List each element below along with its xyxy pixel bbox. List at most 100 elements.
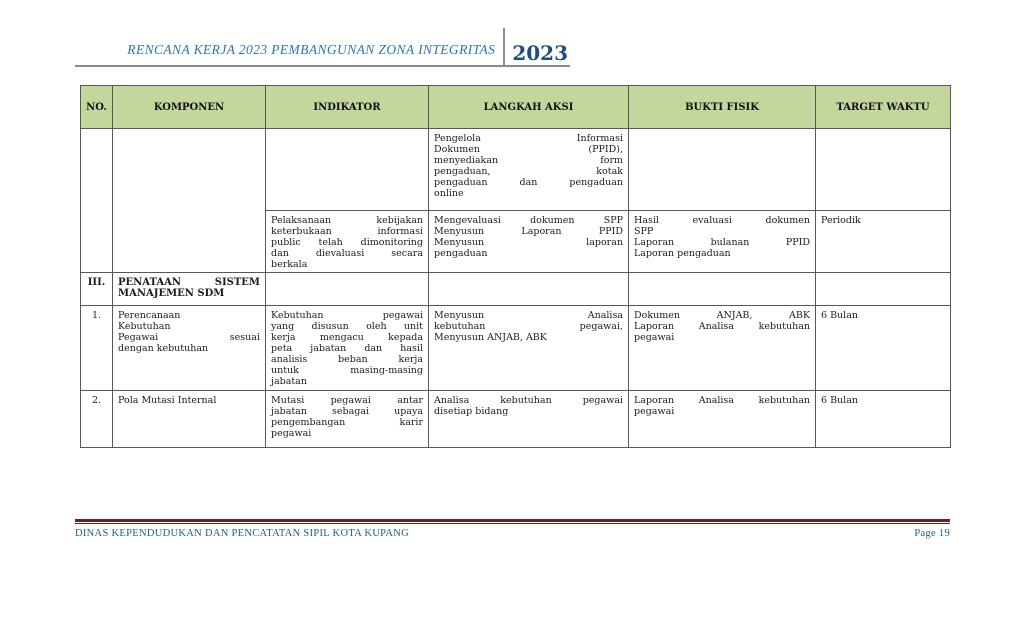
column-header-komponen: KOMPONEN [112, 85, 266, 129]
cell-langkah-aksi: Mengevaluasi dokumen SPP Menyusun Laporan… [428, 210, 629, 273]
cell-line: pengaduan [434, 248, 488, 259]
cell-bukti-fisik: Dokumen ANJAB, ABK Laporan Analisa kebutu… [628, 305, 816, 391]
cell-line: pengaduan dan pengaduan [434, 177, 623, 188]
document-title: RENCANA KERJA 2023 PEMBANGUNAN ZONA INTE… [127, 42, 496, 57]
cell-line: public telah dimonitoring [271, 237, 423, 248]
cell-line: Menyusun laporan [434, 237, 623, 248]
cell-line: Dokumen ANJAB, ABK [634, 310, 810, 321]
cell-line: Pola Mutasi Internal [118, 395, 217, 406]
cell-line: Menyusun Laporan PPID [434, 226, 623, 237]
cell-line: 6 Bulan [821, 395, 858, 406]
cell-bukti-fisik [628, 272, 816, 306]
cell-bukti-fisik [628, 128, 816, 211]
page-footer: DINAS KEPENDUDUKAN DAN PENCATATAN SIPIL … [75, 528, 950, 539]
cell-line: pegawai [271, 428, 312, 439]
footer-divider-thin-line [75, 523, 950, 524]
cell-no: III. [80, 272, 113, 306]
cell-target-waktu: 6 Bulan [815, 390, 951, 448]
footer-divider [75, 519, 950, 524]
cell-line: pengaduan, kotak [434, 166, 623, 177]
cell-komponen [112, 128, 266, 273]
cell-line: Menyusun ANJAB, ABK [434, 332, 547, 343]
page-header: RENCANA KERJA 2023 PEMBANGUNAN ZONA INTE… [75, 28, 570, 67]
cell-komponen: Pola Mutasi Internal [112, 390, 266, 448]
cell-line: disetiap bidang [434, 406, 509, 417]
cell-indikator: Mutasi pegawai antar jabatan sebagai upay… [265, 390, 429, 448]
cell-line: Analisa kebutuhan pegawai [434, 395, 623, 406]
cell-line: Laporan pengaduan [634, 248, 731, 259]
cell-line: yang disusun oleh unit [271, 321, 423, 332]
cell-line: pegawai [634, 332, 675, 343]
cell-line: untuk masing-masing [271, 365, 423, 376]
column-header-langkah-aksi: LANGKAH AKSI [428, 85, 629, 129]
cell-no: 2. [80, 390, 113, 448]
cell-line: Mengevaluasi dokumen SPP [434, 215, 623, 226]
cell-line: Hasil evaluasi dokumen [634, 215, 810, 226]
cell-indikator: Pelaksanaan kebijakan keterbukaan informa… [265, 210, 429, 273]
cell-line: Dokumen (PPID), [434, 144, 623, 155]
column-header-bukti-fisik: BUKTI FISIK [628, 85, 816, 129]
work-plan-table: NO. KOMPONEN INDIKATOR LANGKAH AKSI BUKT… [80, 85, 951, 448]
cell-line: Laporan Analisa kebutuhan [634, 321, 810, 332]
table-row: Pengelola Informasi Dokumen (PPID), menyed… [80, 128, 951, 273]
cell-target-waktu: Periodik [815, 210, 951, 273]
cell-line: pegawai [634, 406, 675, 417]
cell-line: MANAJEMEN SDM [118, 288, 225, 299]
cell-line: Laporan Analisa kebutuhan [634, 395, 810, 406]
cell-line: SPP [634, 226, 654, 237]
footer-divider-thick-line [75, 519, 950, 522]
cell-target-waktu: 6 Bulan [815, 305, 951, 391]
cell-line: keterbukaan informasi [271, 226, 423, 237]
table-header-row: NO. KOMPONEN INDIKATOR LANGKAH AKSI BUKT… [80, 85, 951, 129]
cell-target-waktu [815, 128, 951, 211]
column-header-no: NO. [80, 85, 113, 129]
cell-line: Pegawai sesuai [118, 332, 260, 343]
cell-no [80, 128, 113, 273]
cell-line: Kebutuhan pegawai [271, 310, 423, 321]
cell-line: Pelaksanaan kebijakan [271, 215, 423, 226]
cell-line: III. [87, 277, 106, 288]
cell-line: Periodik [821, 215, 861, 226]
cell-target-waktu [815, 272, 951, 306]
cell-langkah-aksi: Pengelola Informasi Dokumen (PPID), menyed… [428, 128, 629, 211]
table-row: 2. Pola Mutasi Internal Mutasi pegawai ant… [80, 390, 951, 448]
cell-line: 1. [91, 310, 102, 321]
column-header-indikator: INDIKATOR [265, 85, 429, 129]
cell-line: 2. [91, 395, 102, 406]
cell-line: Perencanaan [118, 310, 181, 321]
column-header-target-waktu: TARGET WAKTU [815, 85, 951, 129]
cell-langkah-aksi: Analisa kebutuhan pegawai disetiap bidang [428, 390, 629, 448]
cell-line: menyediakan form [434, 155, 623, 166]
cell-langkah-aksi: Menyusun Analisa kebutuhan pegawai, Menyus… [428, 305, 629, 391]
cell-bukti-fisik: Hasil evaluasi dokumen SPP Laporan bulanan… [628, 210, 816, 273]
table-row: 1. Perencanaan Kebutuhan Pegawai sesuai deng… [80, 305, 951, 391]
cell-line: Laporan bulanan PPID [634, 237, 810, 248]
cell-indikator [265, 272, 429, 306]
cell-line: Menyusun Analisa [434, 310, 623, 321]
cell-line: kerja mengacu kepada [271, 332, 423, 343]
cell-komponen: PENATAAN SISTEM MANAJEMEN SDM [112, 272, 266, 306]
cell-line: online [434, 188, 464, 199]
cell-line: analisis beban kerja [271, 354, 423, 365]
cell-line: Kebutuhan [118, 321, 171, 332]
cell-line: jabatan [271, 376, 307, 387]
cell-line: pengembangan karir [271, 417, 423, 428]
footer-organization-name: DINAS KEPENDUDUKAN DAN PENCATATAN SIPIL … [75, 528, 410, 539]
cell-line: Mutasi pegawai antar [271, 395, 423, 406]
cell-line: jabatan sebagai upaya [271, 406, 423, 417]
cell-indikator [265, 128, 429, 211]
cell-line: dengan kebutuhan [118, 343, 209, 354]
cell-komponen: Perencanaan Kebutuhan Pegawai sesuai dengan… [112, 305, 266, 391]
page-number: Page 19 [914, 528, 950, 539]
document-year-badge: 2023 [503, 28, 570, 65]
cell-indikator: Kebutuhan pegawai yang disusun oleh unit k… [265, 305, 429, 391]
cell-line: peta jabatan dan hasil [271, 343, 423, 354]
cell-line: PENATAAN SISTEM [118, 277, 260, 288]
cell-line: 6 Bulan [821, 310, 858, 321]
cell-langkah-aksi [428, 272, 629, 306]
cell-line: kebutuhan pegawai, [434, 321, 623, 332]
cell-bukti-fisik: Laporan Analisa kebutuhan pegawai [628, 390, 816, 448]
table-row: III. PENATAAN SISTEM MANAJEMEN SDM [80, 272, 951, 306]
cell-no: 1. [80, 305, 113, 391]
